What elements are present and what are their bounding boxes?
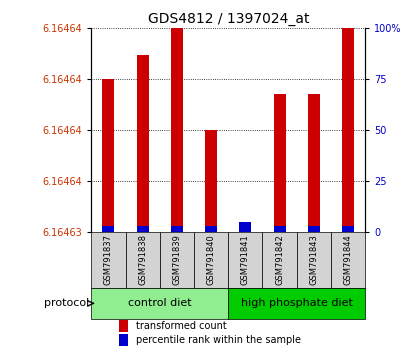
Bar — [228, 288, 365, 319]
Bar — [263, 232, 297, 288]
Text: GSM791840: GSM791840 — [207, 234, 216, 285]
Bar — [171, 226, 183, 232]
Bar — [137, 55, 149, 232]
Bar — [331, 232, 365, 288]
Bar — [308, 93, 320, 232]
Text: percentile rank within the sample: percentile rank within the sample — [137, 335, 301, 345]
Bar — [194, 232, 228, 288]
Text: GSM791839: GSM791839 — [172, 234, 181, 285]
Bar — [342, 28, 354, 232]
Bar — [103, 226, 115, 232]
Text: high phosphate diet: high phosphate diet — [241, 298, 353, 308]
Bar — [119, 334, 128, 346]
Bar — [103, 79, 115, 232]
Text: GSM791838: GSM791838 — [138, 234, 147, 285]
Bar — [228, 232, 262, 288]
Bar — [342, 226, 354, 232]
Bar — [171, 28, 183, 232]
Bar — [91, 232, 126, 288]
Text: control diet: control diet — [128, 298, 192, 308]
Bar — [91, 288, 228, 319]
Bar — [273, 93, 286, 232]
Text: GSM791837: GSM791837 — [104, 234, 113, 285]
Bar — [308, 226, 320, 232]
Text: GSM791843: GSM791843 — [309, 234, 318, 285]
Bar — [205, 226, 217, 232]
Text: GSM791842: GSM791842 — [275, 234, 284, 285]
Text: GSM791841: GSM791841 — [241, 234, 250, 285]
Bar — [297, 232, 331, 288]
Bar — [119, 320, 128, 332]
Bar — [137, 226, 149, 232]
Bar — [160, 232, 194, 288]
Text: GSM791844: GSM791844 — [344, 234, 353, 285]
Title: GDS4812 / 1397024_at: GDS4812 / 1397024_at — [147, 12, 309, 26]
Text: transformed count: transformed count — [137, 321, 227, 331]
Bar — [126, 232, 160, 288]
Bar — [205, 130, 217, 232]
Bar — [239, 222, 251, 232]
Text: protocol: protocol — [44, 298, 90, 308]
Bar — [273, 226, 286, 232]
Bar — [239, 226, 251, 232]
